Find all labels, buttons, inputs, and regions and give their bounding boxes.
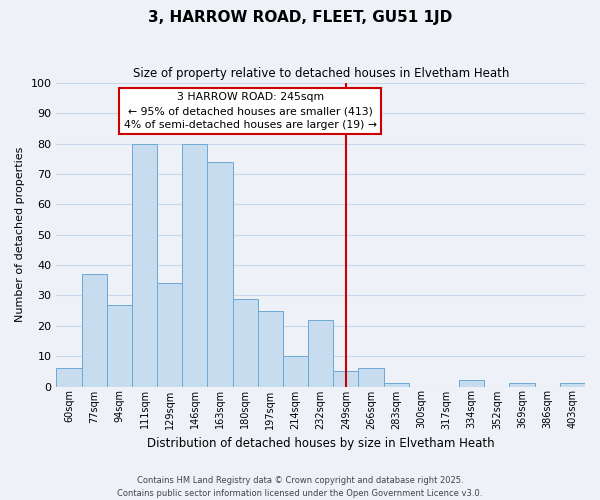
Y-axis label: Number of detached properties: Number of detached properties [15,147,25,322]
Bar [358,368,383,386]
Bar [560,384,585,386]
Bar [56,368,82,386]
Bar [459,380,484,386]
Bar [82,274,107,386]
Text: Contains HM Land Registry data © Crown copyright and database right 2025.
Contai: Contains HM Land Registry data © Crown c… [118,476,482,498]
Bar [182,144,208,386]
Bar [233,298,258,386]
Bar [208,162,233,386]
Bar [308,320,333,386]
Bar [333,372,358,386]
Bar [258,310,283,386]
Bar [509,384,535,386]
Bar [132,144,157,386]
Bar [283,356,308,386]
Title: Size of property relative to detached houses in Elvetham Heath: Size of property relative to detached ho… [133,68,509,80]
Bar [157,284,182,387]
Bar [107,304,132,386]
Text: 3 HARROW ROAD: 245sqm
← 95% of detached houses are smaller (413)
4% of semi-deta: 3 HARROW ROAD: 245sqm ← 95% of detached … [124,92,377,130]
Text: 3, HARROW ROAD, FLEET, GU51 1JD: 3, HARROW ROAD, FLEET, GU51 1JD [148,10,452,25]
Bar [383,384,409,386]
X-axis label: Distribution of detached houses by size in Elvetham Heath: Distribution of detached houses by size … [147,437,494,450]
